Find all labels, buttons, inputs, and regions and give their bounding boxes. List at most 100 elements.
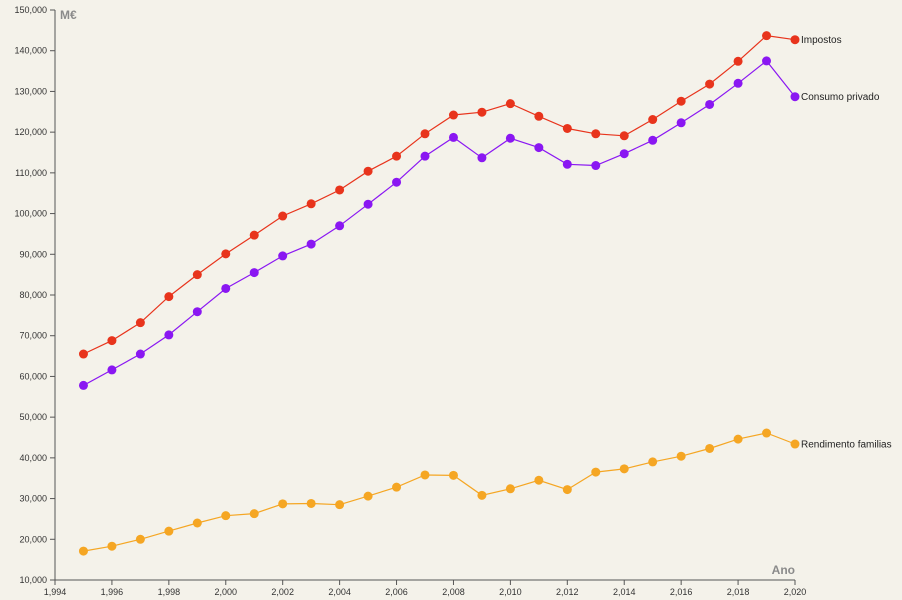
data-point [221,511,231,521]
data-point [420,151,430,161]
data-point [762,31,772,41]
y-tick-label: 130,000 [14,86,47,96]
data-point [164,526,174,536]
data-point [591,129,601,139]
data-point [676,451,686,461]
series-group: Consumo privado [78,56,880,390]
data-point [477,153,487,163]
data-point [164,292,174,302]
data-point [733,434,743,444]
data-point [676,96,686,106]
data-point [306,199,316,209]
data-point [278,251,288,261]
y-tick-label: 80,000 [19,290,47,300]
data-point [135,534,145,544]
data-point [648,457,658,467]
series-line [83,34,796,355]
data-point [392,177,402,187]
data-point [107,365,117,375]
data-point [221,283,231,293]
data-point [762,56,772,66]
axes: 10,000 20,000 30,000 40,000 50,000 60,000 70,0… [14,5,806,597]
x-tick-label: 2,016 [670,587,693,597]
data-point [648,135,658,145]
y-tick-label: 10,000 [19,575,47,585]
series-line [83,432,796,552]
data-point [278,499,288,509]
data-point [562,485,572,495]
y-axis-title: M€ [60,8,77,22]
data-point [135,349,145,359]
y-tick-label: 120,000 [14,127,47,137]
data-point [534,111,544,121]
data-point [335,500,345,510]
x-axis-ticks: 1,994 1,996 1,998 2,000 2,002 2,004 2,006 2,008… [44,580,807,597]
data-point [448,132,458,142]
data-point [562,159,572,169]
data-point [420,129,430,139]
x-tick-label: 2,008 [442,587,465,597]
y-tick-label: 110,000 [15,168,47,178]
data-point [363,166,373,176]
series-group: Rendimento familias [78,428,892,556]
data-point [705,79,715,89]
data-point [192,307,202,317]
data-point [591,467,601,477]
data-point [733,78,743,88]
x-tick-label: 2,018 [727,587,750,597]
series-label: Rendimento familias [801,440,892,451]
x-tick-label: 2,014 [613,587,636,597]
data-point [790,92,800,102]
data-point [107,336,117,346]
data-point [705,99,715,109]
data-point [221,249,231,259]
data-point [790,439,800,449]
data-point [790,35,800,45]
series-group: Impostos [78,31,842,359]
y-tick-label: 50,000 [19,412,47,422]
data-point [107,541,117,551]
data-point [648,115,658,125]
data-point [505,133,515,143]
data-point [192,518,202,528]
data-point [534,143,544,153]
data-point [591,161,601,171]
data-point [562,123,572,133]
series-label: Impostos [801,35,842,46]
y-axis-ticks: 10,000 20,000 30,000 40,000 50,000 60,000 70,0… [14,5,55,585]
x-tick-label: 1,998 [158,587,181,597]
x-axis-title: Ano [772,563,795,577]
data-point [619,149,629,159]
data-point [505,484,515,494]
data-point [733,56,743,66]
y-tick-label: 100,000 [14,209,47,219]
data-point [505,99,515,109]
y-tick-label: 140,000 [14,46,47,56]
x-tick-label: 1,996 [101,587,124,597]
x-tick-label: 2,002 [271,587,294,597]
data-point [619,464,629,474]
data-point [192,270,202,280]
data-point [135,318,145,328]
plot-area: Impostos Consumo privado Rendimento famili… [78,31,892,556]
series-label: Consumo privado [801,92,880,103]
x-tick-label: 2,020 [784,587,807,597]
data-point [448,110,458,120]
y-tick-label: 70,000 [19,331,47,341]
y-tick-label: 150,000 [14,5,47,15]
data-point [335,221,345,231]
data-point [78,380,88,390]
data-point [477,490,487,500]
data-point [249,230,259,240]
data-point [335,185,345,195]
data-point [249,509,259,519]
data-point [363,491,373,501]
data-point [392,482,402,492]
data-point [534,475,544,485]
data-point [164,330,174,340]
y-tick-label: 20,000 [19,534,47,544]
x-tick-label: 2,006 [385,587,408,597]
data-point [448,470,458,480]
data-point [278,211,288,221]
